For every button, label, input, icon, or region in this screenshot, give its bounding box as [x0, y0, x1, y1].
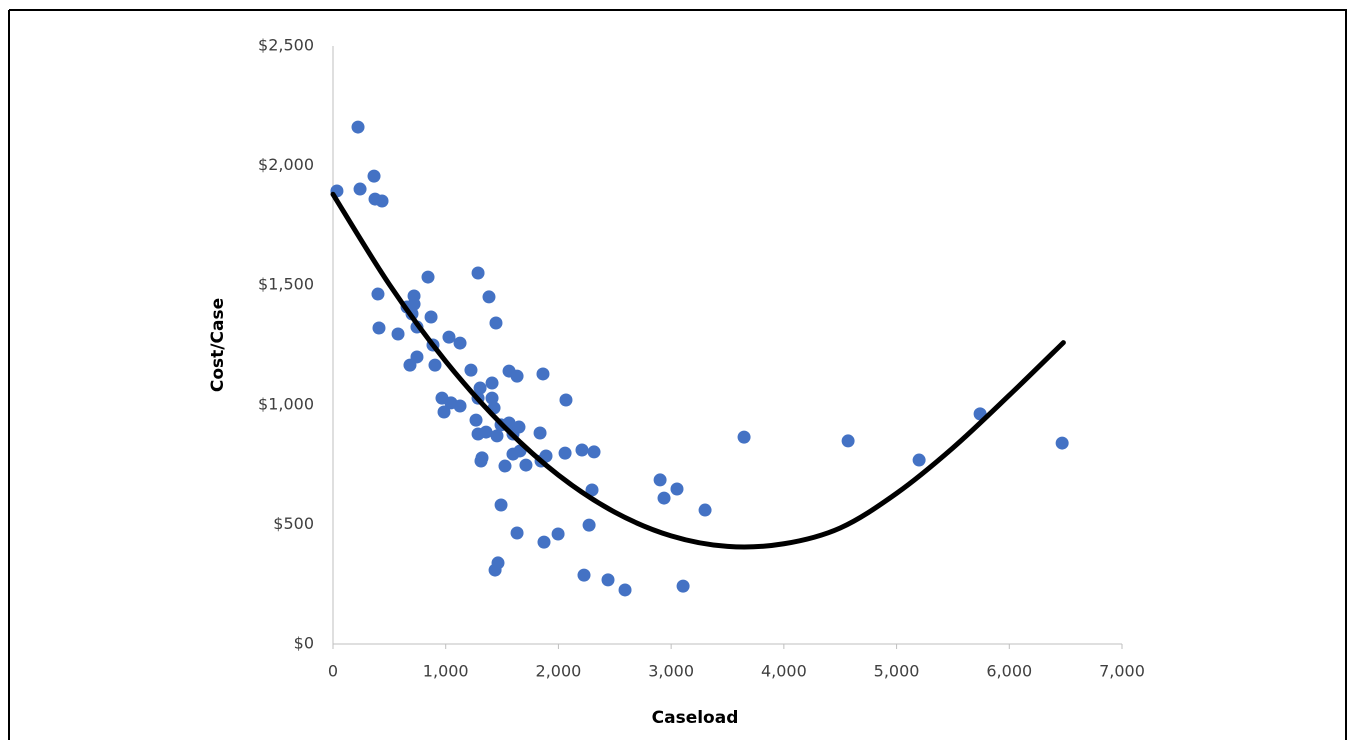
point [410, 350, 424, 364]
point [519, 458, 533, 472]
x-tick-label: 0 [328, 662, 338, 681]
x-axis-title: Caseload [652, 708, 739, 728]
point [676, 579, 690, 593]
point [490, 429, 504, 443]
x-tick-label: 7,000 [1099, 662, 1145, 681]
point [653, 473, 667, 487]
point [498, 459, 512, 473]
point [559, 393, 573, 407]
point [657, 491, 671, 505]
point [512, 420, 526, 434]
point [428, 358, 442, 372]
y-tick-label: $2,500 [258, 36, 314, 55]
y-tick-label: $1,000 [258, 394, 314, 413]
point [485, 376, 499, 390]
point [488, 563, 502, 577]
point [585, 483, 599, 497]
point [353, 182, 367, 196]
point [367, 169, 381, 183]
point [371, 287, 385, 301]
y-tick-label: $2,000 [258, 155, 314, 174]
point [536, 367, 550, 381]
point [391, 327, 405, 341]
x-tick-label: 3,000 [648, 662, 694, 681]
y-tick-label: $500 [273, 514, 314, 533]
point [351, 120, 365, 134]
point [601, 573, 615, 587]
point [464, 363, 478, 377]
point [577, 568, 591, 582]
point [1055, 436, 1069, 450]
point [494, 498, 508, 512]
point [471, 266, 485, 280]
point [469, 413, 483, 427]
point [510, 526, 524, 540]
point [670, 482, 684, 496]
point [587, 445, 601, 459]
point [479, 425, 493, 439]
point [737, 430, 751, 444]
y-tick-label: $1,500 [258, 275, 314, 294]
x-tick-label: 2,000 [536, 662, 582, 681]
point [558, 446, 572, 460]
point [510, 369, 524, 383]
point [912, 453, 926, 467]
point [474, 454, 488, 468]
point [437, 405, 451, 419]
point [618, 583, 632, 597]
point [421, 270, 435, 284]
x-tick-label: 5,000 [874, 662, 920, 681]
point [575, 443, 589, 457]
point [442, 330, 456, 344]
point [537, 535, 551, 549]
point [453, 399, 467, 413]
point [841, 434, 855, 448]
point [698, 503, 712, 517]
y-tick-label: $0 [294, 634, 314, 653]
point [482, 290, 496, 304]
point [485, 391, 499, 405]
trendline [330, 191, 1066, 550]
point [582, 518, 596, 532]
y-axis-title: Cost/Case [208, 298, 228, 392]
point [473, 381, 487, 395]
point [533, 426, 547, 440]
x-tick-label: 1,000 [423, 662, 469, 681]
point [407, 297, 421, 311]
point [489, 316, 503, 330]
point [372, 321, 386, 335]
point [453, 336, 467, 350]
point [375, 194, 389, 208]
x-tick-label: 6,000 [986, 662, 1032, 681]
point [424, 310, 438, 324]
point [551, 527, 565, 541]
x-tick-label: 4,000 [761, 662, 807, 681]
